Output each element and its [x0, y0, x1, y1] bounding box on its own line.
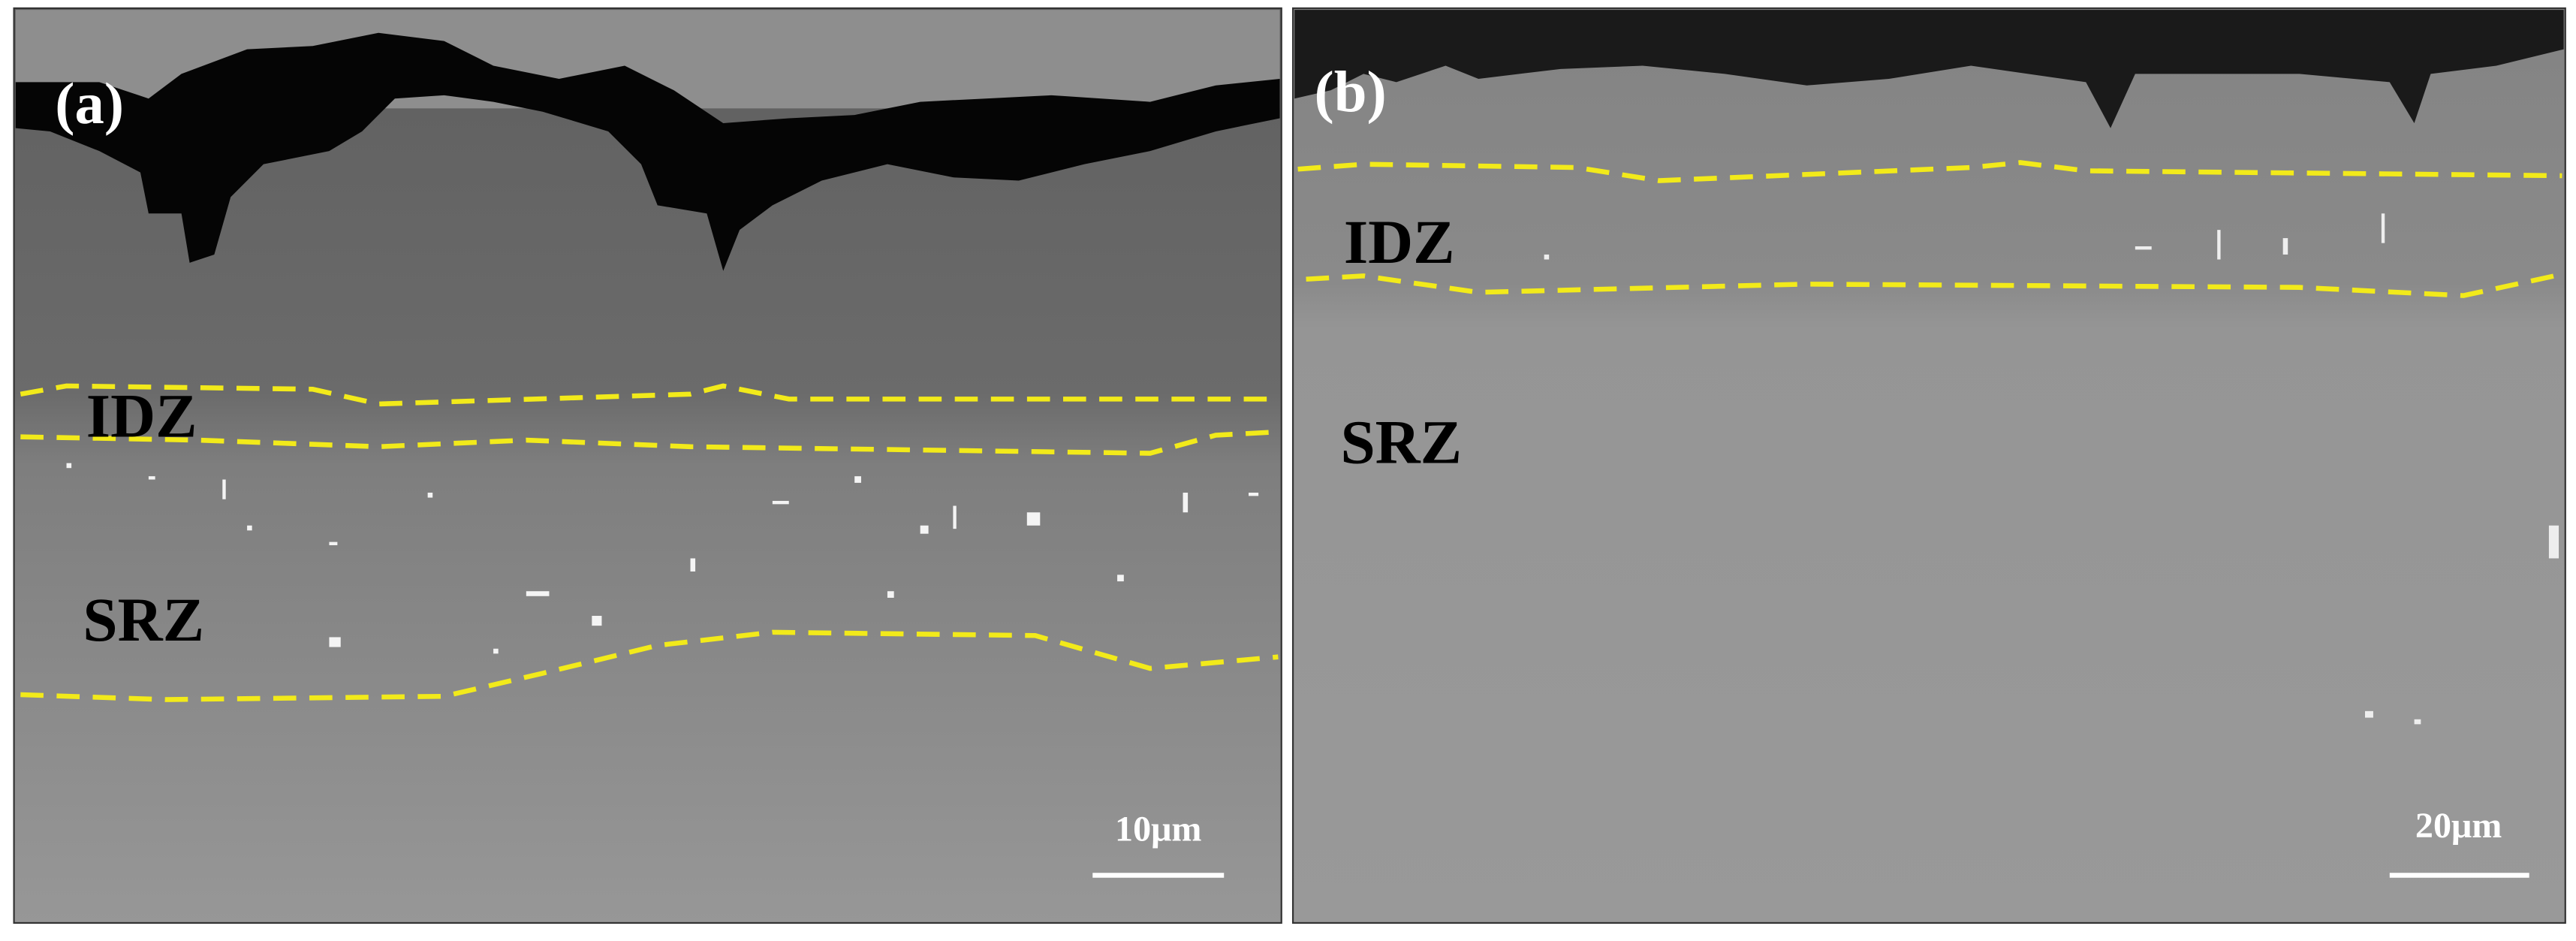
oxide-scale: [15, 32, 1280, 271]
region-label: IDZ: [86, 382, 197, 451]
idz-lower-boundary: [20, 429, 1279, 456]
idz-upper-boundary: [20, 383, 1279, 407]
scale-bar-label: 10μm: [1115, 810, 1201, 849]
region-label: SRZ: [1340, 408, 1462, 477]
panel-a: (a) IDZ SRZ 10μm: [13, 7, 1282, 924]
panel-b: (b) IDZ SRZ 20μm: [1291, 7, 2566, 924]
panel-label: (b): [1314, 60, 1386, 125]
precipitates: [1544, 213, 2559, 725]
scale-bar-label: 20μm: [2415, 806, 2502, 846]
idz-lower-boundary: [1306, 271, 2563, 298]
idz-upper-boundary: [1297, 160, 2562, 183]
micrograph-background: [1291, 7, 2566, 924]
oxide-scale: [1294, 10, 2564, 128]
precipitates: [66, 463, 1259, 654]
panel-label: (a): [55, 71, 124, 137]
srz-lower-boundary: [20, 629, 1279, 702]
region-label: IDZ: [1344, 207, 1455, 276]
region-label: SRZ: [83, 585, 204, 654]
